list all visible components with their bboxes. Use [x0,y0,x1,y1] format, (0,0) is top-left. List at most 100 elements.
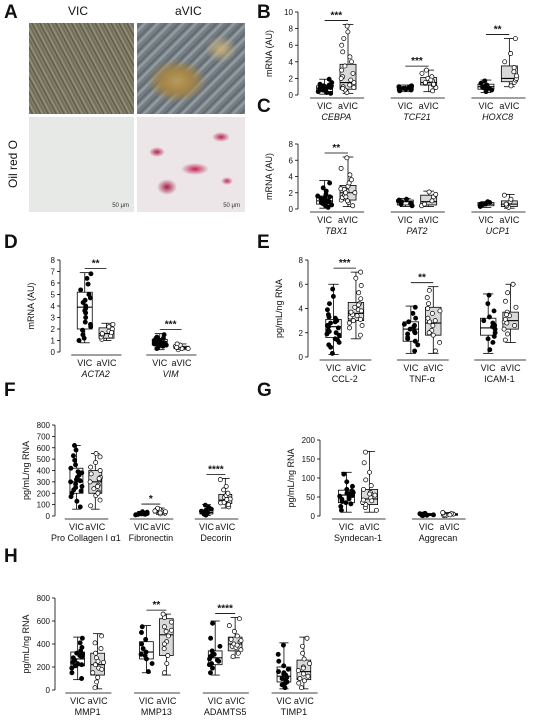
data-point-vic [142,511,148,517]
data-point-vic [315,193,321,199]
data-point-avic [346,180,352,186]
data-point-vic [335,337,340,343]
y-tick-label: 200 [37,489,51,498]
data-point-avic [97,468,103,473]
data-point-avic [430,323,436,328]
x-tick-label-avic: aVIC [338,101,359,111]
y-tick-label: 300 [37,478,51,487]
group-label: ICAM-1 [484,374,515,384]
data-point-avic [358,283,364,288]
data-point-avic [299,643,305,649]
data-point-vic [85,281,91,287]
data-point-avic [348,77,354,83]
data-point-vic [328,90,334,96]
y-axis-label: mRNA (AU) [264,153,274,200]
data-point-avic [301,678,307,684]
y-tick-label: 10 [284,8,293,17]
data-point-vic [276,658,282,664]
data-point-vic [341,471,347,477]
data-point-avic [419,70,425,76]
data-point-avic [424,295,430,301]
data-point-avic [92,662,98,668]
data-point-vic [83,315,89,320]
data-point-avic [357,316,363,322]
chart-panel-f: 0 100 200 300 400 500 600 700 800 pg/mL/ng RNA VIC… [21,421,239,543]
data-point-vic [405,331,411,337]
x-tick-label-vic: VIC [398,101,414,111]
data-point-avic [169,619,174,625]
data-point-vic [77,504,83,510]
data-point-vic [78,287,84,293]
data-point-avic [340,85,346,91]
data-point-avic [348,309,354,315]
data-point-avic [352,304,358,310]
data-point-avic [353,275,359,281]
data-point-vic [282,685,288,691]
data-point-avic [304,635,310,641]
scale-bar-avic: 50 μm [223,203,240,209]
data-point-avic [429,310,435,316]
group-label: PAT2 [406,226,427,236]
data-point-avic [349,59,354,65]
data-point-avic [503,298,508,304]
panel-label-e: E [257,232,270,253]
y-tick-label: 6 [299,280,304,289]
y-tick-label: 0 [289,205,294,214]
data-point-vic [73,485,79,491]
x-tick-label-avic: aVIC [156,696,177,706]
x-tick-label-vic: VIC [339,522,355,532]
data-point-vic [492,323,498,328]
data-point-avic [430,88,436,94]
data-point-vic [70,453,76,459]
data-point-vic [80,651,85,657]
data-point-avic [97,497,103,503]
x-tick-label-vic: VIC [398,215,414,225]
y-tick-label: 500 [37,455,51,464]
group-label: UCP1 [486,226,510,236]
data-point-vic [210,620,215,626]
data-point-avic [348,177,354,183]
data-point-avic [358,269,364,275]
data-point-avic [95,674,101,680]
x-tick-label-avic: aVIC [419,215,440,225]
y-tick-label: 700 [37,432,51,441]
data-point-vic [487,314,492,320]
y-tick-label: 0 [299,353,304,362]
data-point-avic [361,460,367,466]
y-axis-label: pg/mL/ng RNA [274,279,284,338]
data-point-avic [508,51,514,56]
data-point-avic [346,320,352,326]
data-point-vic [478,80,484,86]
data-point-avic [301,671,306,677]
data-point-vic [326,314,332,320]
panel-label-g: G [257,380,272,401]
data-point-avic [226,623,232,629]
data-point-avic [234,633,240,639]
data-point-avic [425,306,431,311]
x-tick-label-vic: VIC [139,696,155,706]
group-label: TBX1 [325,226,348,236]
data-point-vic [160,343,166,349]
x-tick-label-avic: aVIC [499,215,520,225]
data-point-avic [87,479,93,485]
data-point-avic [350,318,356,324]
significance-stars: **** [217,604,233,615]
data-point-avic [238,638,244,644]
y-tick-label: 0 [311,512,316,521]
data-point-avic [350,203,356,209]
data-point-vic [74,498,80,504]
data-point-avic [368,483,374,489]
data-point-avic [505,290,511,296]
data-point-avic [344,23,350,29]
data-point-vic [396,197,402,203]
y-tick-label: 4 [289,58,294,67]
x-tick-label-avic: aVIC [440,522,461,532]
data-point-avic [95,490,101,496]
x-tick-label-avic: aVIC [215,522,236,532]
significance-stars: * [149,494,153,505]
data-point-avic [162,509,168,515]
data-point-vic [484,82,490,88]
group-label: Decorin [200,533,231,543]
x-tick-label-avic: aVIC [294,696,315,706]
